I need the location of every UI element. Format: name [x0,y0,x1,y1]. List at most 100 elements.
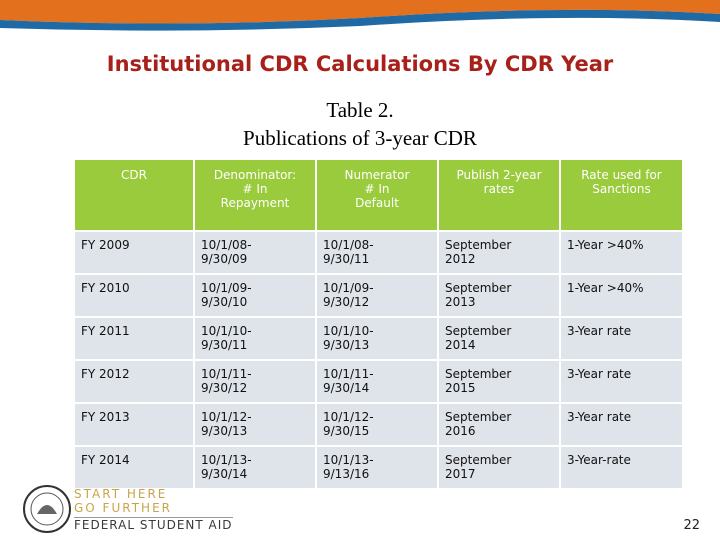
cell: 10/1/08- 9/30/09 [193,230,317,275]
cell-line: CDR [121,168,147,182]
cell-line: 10/1/12- [201,410,252,424]
cell-line: 9/30/11 [323,252,370,266]
cell-line: 10/1/13- [201,453,252,467]
cell-line: 2014 [445,338,476,352]
cell-line: September [445,324,512,338]
cell: FY 2014 [73,445,195,490]
cell: 10/1/09- 9/30/12 [315,273,439,318]
cell: 10/1/11- 9/30/12 [193,359,317,404]
cell-line: FY 2010 [81,281,130,295]
header-cell: Publish 2-year rates [437,158,561,232]
cell-line: September [445,238,512,252]
cell-line: # In [242,182,268,196]
logo-line: GO FURTHER [74,501,172,515]
cell-line: 10/1/08- [201,238,252,252]
cell-line: 9/30/14 [323,381,370,395]
header-cell: Rate used for Sanctions [559,158,684,232]
cell: 1-Year >40% [559,230,684,275]
caption: Table 2. Publications of 3-year CDR [0,96,720,152]
cell: FY 2009 [73,230,195,275]
cell-line: 9/30/13 [201,424,248,438]
cell-line: FY 2013 [81,410,130,424]
cell-line: 2016 [445,424,476,438]
cell-line: 3-Year rate [567,410,632,424]
cell: September 2017 [437,445,561,490]
cell: September 2013 [437,273,561,318]
cell-line: 9/30/11 [201,338,248,352]
cell: FY 2013 [73,402,195,447]
cell: 10/1/11- 9/30/14 [315,359,439,404]
cell-line: 9/13/16 [323,467,370,481]
cell-line: Denominator: [213,168,297,182]
cell: 10/1/13- 9/30/14 [193,445,317,490]
header-cell: Denominator: # In Repayment [193,158,317,232]
cell: 10/1/10- 9/30/11 [193,316,317,361]
header-cell: CDR [73,158,195,232]
cell: FY 2010 [73,273,195,318]
row: FY 2010 10/1/09- 9/30/10 10/1/09- 9/30/12 Sep… [73,273,684,318]
page-number: 22 [683,518,700,533]
cell: 3-Year-rate [559,445,684,490]
cell-line: 2017 [445,467,476,481]
row: FY 2011 10/1/10- 9/30/11 10/1/10- 9/30/13 Sep… [73,316,684,361]
cell-line: 2015 [445,381,476,395]
cell-line: 3-Year rate [567,324,632,338]
cell-line: 9/30/12 [323,295,370,309]
cell-line: Repayment [220,196,290,210]
cell-line: Rate used for [581,168,662,182]
cell-line: 3-Year rate [567,367,632,381]
cell-line: # In [364,182,390,196]
cell-line: 10/1/11- [323,367,374,381]
cell-line: Numerator [344,168,410,182]
cell-line: 9/30/10 [201,295,248,309]
cell-line: 9/30/14 [201,467,248,481]
cell: FY 2011 [73,316,195,361]
cell-line: Sanctions [592,182,651,196]
cell-line: 9/30/15 [323,424,370,438]
banner [0,0,720,31]
cell-line: 3-Year-rate [567,453,631,467]
cell: September 2015 [437,359,561,404]
cell-line: 9/30/09 [201,252,248,266]
cell-line: 9/30/13 [323,338,370,352]
cell: 1-Year >40% [559,273,684,318]
cell-line: Publish 2-year [456,168,542,182]
cell: FY 2012 [73,359,195,404]
cell-line: September [445,453,512,467]
cell: 10/1/12- 9/30/15 [315,402,439,447]
caption-line: Table 2. [326,98,394,122]
cell-line: FY 2012 [81,367,130,381]
cell-line: FY 2014 [81,453,130,467]
logo-line: START HERE [74,487,168,501]
logo-text: START HERE GO FURTHER FEDERAL STUDENT AI… [74,487,233,532]
banner-orange [0,0,720,24]
row: FY 2013 10/1/12- 9/30/13 10/1/12- 9/30/15 Sep… [73,402,684,447]
cell: 10/1/10- 9/30/13 [315,316,439,361]
cell: September 2014 [437,316,561,361]
cell-line: 10/1/10- [201,324,252,338]
cell-line: 10/1/09- [323,281,374,295]
row: FY 2009 10/1/08- 9/30/09 10/1/08- 9/30/11 Sep… [73,230,684,275]
caption-line: Publications of 3-year CDR [243,126,477,150]
cell: 3-Year rate [559,316,684,361]
cell: 3-Year rate [559,359,684,404]
seal [23,485,71,533]
cell-line: 10/1/11- [201,367,252,381]
cell-line: 10/1/12- [323,410,374,424]
cell-line: FY 2009 [81,238,130,252]
cell-line: rates [483,182,515,196]
cell: September 2012 [437,230,561,275]
cell-line: 9/30/12 [201,381,248,395]
cell: 10/1/12- 9/30/13 [193,402,317,447]
logo-line: FEDERAL STUDENT AID [74,517,233,532]
banner-blue [0,9,720,31]
cell-line: September [445,410,512,424]
cell: 3-Year rate [559,402,684,447]
cell-line: 10/1/09- [201,281,252,295]
cell-line: 1-Year >40% [567,281,644,295]
cell-line: 10/1/13- [323,453,374,467]
cell-line: 10/1/08- [323,238,374,252]
cell-line: 10/1/10- [323,324,374,338]
cell-line: Default [355,196,399,210]
